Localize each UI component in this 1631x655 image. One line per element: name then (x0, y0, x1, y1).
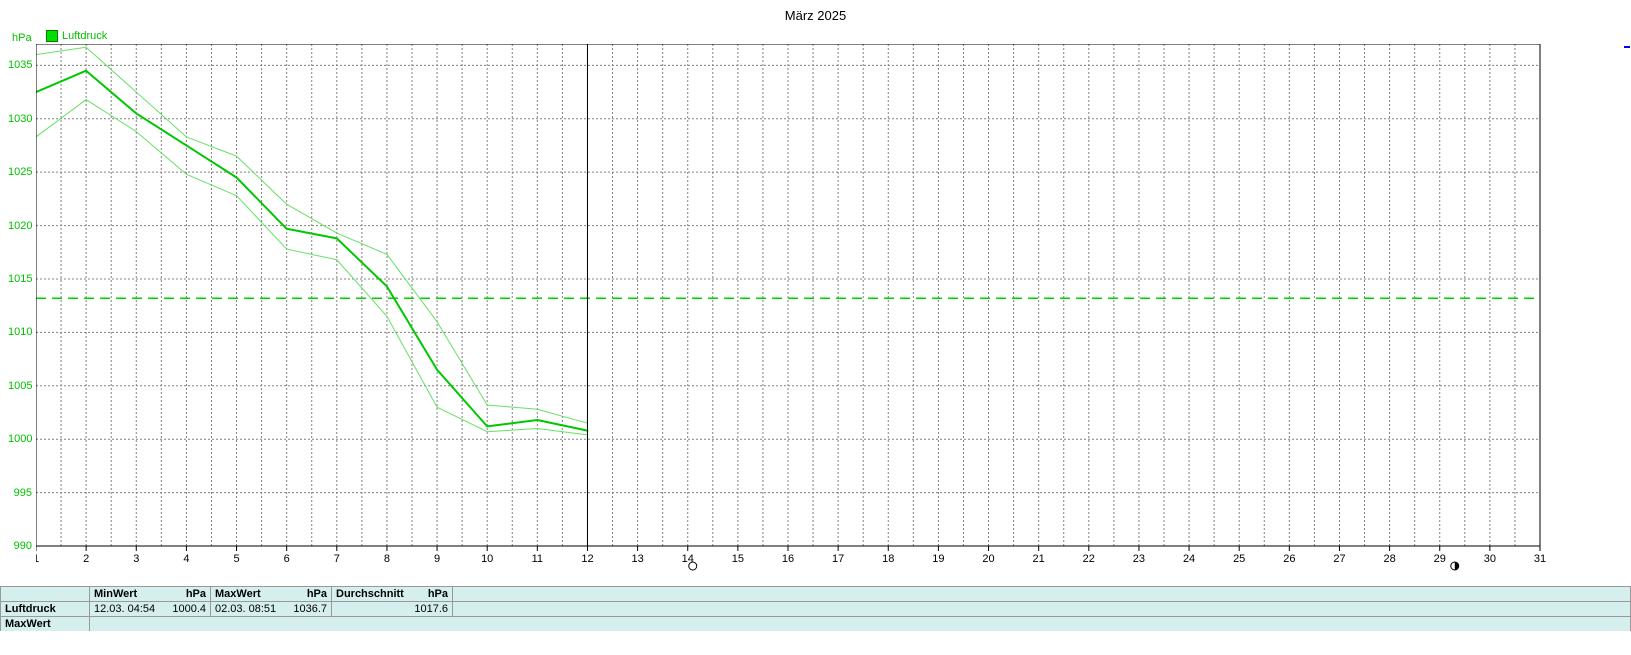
stats-col-header: MinWert hPa (90, 587, 211, 602)
stats-table: MinWert hPa MaxWert hPa Durchschnitt hPa Luftd… (0, 586, 1631, 631)
chart-plot: 1234567891011121314151617181920212223242… (36, 44, 1630, 574)
x-tick-label: 5 (233, 553, 239, 565)
stats-col-header-left: MaxWert (215, 588, 261, 600)
x-tick-label: 21 (1033, 553, 1045, 565)
half-moon-icon (1451, 562, 1459, 570)
x-tick-label: 3 (133, 553, 139, 565)
x-tick-label: 20 (982, 553, 994, 565)
stats-col-header-right: hPa (307, 588, 327, 600)
y-tick-label: 1010 (8, 326, 32, 338)
stats-row-partial: MaxWert (1, 617, 1631, 632)
y-tick-label: 1030 (8, 113, 32, 125)
x-tick-label: 13 (631, 553, 643, 565)
y-tick-label: 995 (8, 487, 32, 499)
x-tick-label: 28 (1383, 553, 1395, 565)
stats-cell: 12.03. 04:54 1000.4 (90, 602, 211, 617)
stats-header-row: MinWert hPa MaxWert hPa Durchschnitt hPa (1, 587, 1631, 602)
x-tick-label: 7 (334, 553, 340, 565)
stats-row-label: MaxWert (1, 617, 90, 632)
x-tick-label: 19 (932, 553, 944, 565)
chart-svg: 1234567891011121314151617181920212223242… (36, 44, 1630, 574)
stats-cell: 02.03. 08:51 1036.7 (211, 602, 332, 617)
x-tick-label: 2 (83, 553, 89, 565)
y-tick-label: 1005 (8, 380, 32, 392)
stats-col-header-right: hPa (428, 588, 448, 600)
stats-filler (453, 602, 1631, 617)
x-tick-label: 27 (1333, 553, 1345, 565)
y-tick-label: 990 (8, 540, 32, 552)
x-tick-label: 17 (832, 553, 844, 565)
x-tick-label: 10 (481, 553, 493, 565)
stats-col-header-right: hPa (186, 588, 206, 600)
x-tick-label: 23 (1133, 553, 1145, 565)
x-tick-label: 31 (1534, 553, 1546, 565)
x-tick-label: 4 (183, 553, 189, 565)
x-tick-label: 6 (284, 553, 290, 565)
x-tick-label: 18 (882, 553, 894, 565)
stats-cell-right: 1036.7 (293, 603, 327, 615)
stats-col-header-left: MinWert (94, 588, 137, 600)
legend-label: Luftdruck (62, 30, 107, 42)
x-tick-label: 22 (1083, 553, 1095, 565)
full-moon-icon (689, 562, 697, 570)
y-tick-label: 1025 (8, 166, 32, 178)
stats-cell-right: 1017.6 (414, 603, 448, 615)
y-tick-label: 1015 (8, 273, 32, 285)
legend: Luftdruck (46, 30, 107, 42)
x-tick-label: 8 (384, 553, 390, 565)
stats-col-header-left: Durchschnitt (336, 588, 404, 600)
stats-filler (90, 617, 1631, 632)
legend-swatch (46, 30, 58, 42)
x-tick-label: 29 (1434, 553, 1446, 565)
y-tick-label: 1020 (8, 220, 32, 232)
x-tick-label: 15 (732, 553, 744, 565)
stats-cell-left: 12.03. 04:54 (94, 603, 155, 615)
y-tick-label: 1000 (8, 433, 32, 445)
x-tick-label: 26 (1283, 553, 1295, 565)
chart-title: März 2025 (0, 0, 1631, 26)
stats-row-label: Luftdruck (1, 602, 90, 617)
stats-cell-left: 02.03. 08:51 (215, 603, 276, 615)
x-tick-label: 1 (36, 553, 39, 565)
chart-container: März 2025 hPa Luftdruck 1234567891011121… (0, 0, 1631, 655)
x-tick-label: 30 (1484, 553, 1496, 565)
stats-cell-right: 1000.4 (172, 603, 206, 615)
stats-col-header: MaxWert hPa (211, 587, 332, 602)
stats-cell: 1017.6 (332, 602, 453, 617)
x-tick-label: 24 (1183, 553, 1195, 565)
y-tick-label: 1035 (8, 59, 32, 71)
stats-row: Luftdruck 12.03. 04:54 1000.4 02.03. 08:51 1… (1, 602, 1631, 617)
x-tick-label: 11 (532, 553, 543, 565)
y-axis-unit: hPa (12, 32, 32, 44)
x-tick-label: 25 (1233, 553, 1245, 565)
stats-filler (453, 587, 1631, 602)
x-tick-label: 16 (782, 553, 794, 565)
x-tick-label: 12 (581, 553, 593, 565)
stats-col-header: Durchschnitt hPa (332, 587, 453, 602)
stats-corner (1, 587, 90, 602)
x-tick-label: 9 (434, 553, 440, 565)
